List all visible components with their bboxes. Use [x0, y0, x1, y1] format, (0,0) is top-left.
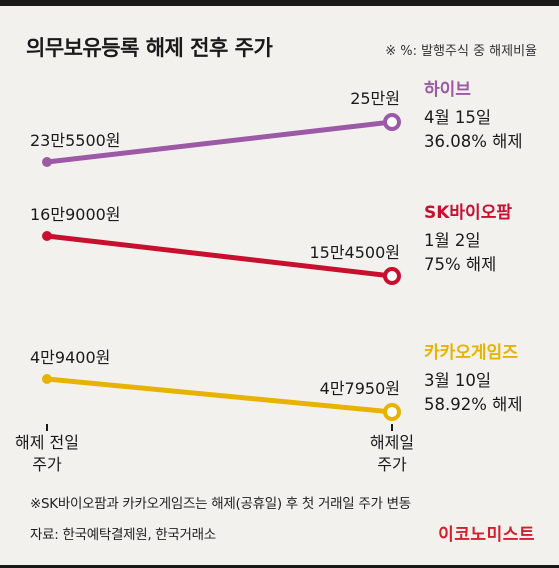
series-name-1: 하이브 — [424, 80, 471, 100]
start-point-3 — [42, 374, 52, 384]
end-value-label-2: 15만4500원 — [309, 243, 400, 262]
ratio-note: ※ %: 발행주식 중 해제비율 — [385, 44, 537, 59]
release-ratio-3: 58.92% 해제 — [424, 395, 523, 414]
start-value-label-1: 23만5500원 — [30, 131, 121, 150]
source-text: 자료: 한국예탁결제원, 한국거래소 — [30, 527, 216, 543]
start-point-2 — [42, 231, 52, 241]
series-name-2: SK바이오팜 — [424, 203, 512, 223]
series-line-2 — [44, 233, 395, 279]
end-value-label-1: 25만원 — [350, 89, 400, 108]
end-value-label-3: 4만7950원 — [320, 379, 400, 398]
x-tick-label-2-2: 주가 — [377, 455, 407, 474]
brand-logo: 이코노미스트 — [438, 525, 535, 545]
start-value-label-3: 4만9400원 — [30, 348, 110, 367]
top-border — [0, 0, 559, 6]
series-name-3: 카카오게임즈 — [424, 342, 518, 363]
release-date-1: 4월 15일 — [424, 108, 491, 127]
x-tick-label-2-1: 해제일 — [370, 433, 414, 452]
footnote: ※SK바이오팜과 카카오게임즈는 해제(공휴일) 후 첫 거래일 주가 변동 — [30, 496, 411, 512]
x-tick-label-1-1: 해제 전일 — [15, 433, 79, 452]
release-ratio-1: 36.08% 해제 — [424, 132, 523, 151]
series-line-1 — [44, 119, 395, 165]
release-date-3: 3월 10일 — [424, 371, 491, 390]
bottom-border — [0, 565, 559, 568]
chart-title: 의무보유등록 해제 전후 주가 — [26, 36, 273, 60]
end-point-3 — [383, 403, 401, 421]
release-ratio-2: 75% 해제 — [424, 255, 496, 274]
start-point-1 — [42, 157, 52, 167]
series-line-3 — [44, 376, 395, 415]
end-point-1 — [383, 113, 401, 131]
end-point-2 — [383, 267, 401, 285]
release-date-2: 1월 2일 — [424, 231, 481, 250]
start-value-label-2: 16만9000원 — [30, 205, 121, 224]
x-tick-label-1-2: 주가 — [32, 455, 62, 474]
